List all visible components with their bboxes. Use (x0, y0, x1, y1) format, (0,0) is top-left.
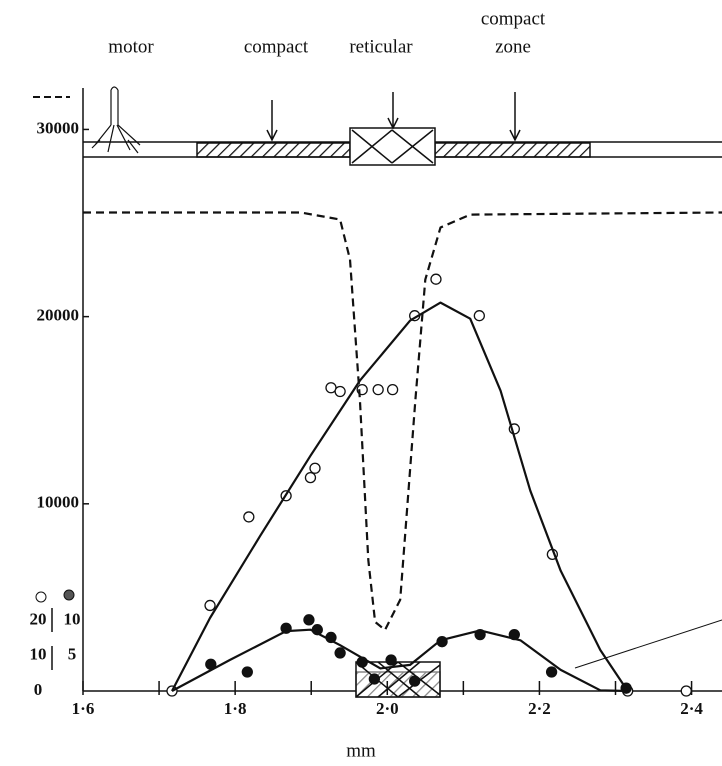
filled-point (409, 675, 421, 687)
x-axis-label: mm (346, 740, 376, 761)
filled-point (385, 654, 397, 666)
y-tick-label: 20000 (37, 306, 80, 325)
zone-diagram (33, 86, 722, 166)
zone-label: motor (108, 36, 154, 57)
open-point (680, 685, 692, 697)
x-tick-label: 2·2 (528, 699, 551, 718)
open-point (386, 383, 399, 396)
open-point (204, 599, 216, 612)
open-point (430, 273, 442, 285)
dashed-line (83, 211, 722, 632)
filled-point (303, 614, 315, 626)
y2-tick-label: 10 (64, 609, 81, 628)
x-tick-label: 1·8 (224, 699, 247, 718)
solid-line (171, 628, 628, 693)
solid-line (171, 301, 629, 692)
y2-tick-label: 5 (68, 645, 77, 664)
filled-point (368, 673, 381, 685)
filled-point (241, 666, 253, 678)
y3-tick-label: 20 (30, 609, 47, 628)
open-point (304, 471, 317, 484)
filled-point (334, 647, 346, 659)
zone-label: compact (244, 36, 309, 57)
y-tick-label: 10000 (37, 493, 80, 512)
open-point (243, 511, 255, 523)
y3-tick-label: 0 (34, 680, 43, 699)
legend-filled (63, 589, 75, 601)
y3-tick-label: 10 (30, 645, 47, 664)
open-point (372, 383, 384, 396)
x-tick-label: 1·6 (72, 699, 95, 718)
x-tick-label: 2·0 (376, 699, 399, 718)
zone-label: reticular (349, 36, 413, 57)
x-tick-label: 2·4 (680, 699, 703, 718)
open-point (473, 310, 485, 322)
legend-open (35, 591, 47, 603)
zone-label: compact (481, 8, 546, 29)
histology-box (355, 661, 441, 698)
filled-point (545, 666, 558, 678)
zone-label: zone (495, 36, 531, 57)
open-point (309, 462, 321, 474)
y-tick-label: 30000 (37, 118, 80, 137)
open-point (334, 385, 346, 398)
